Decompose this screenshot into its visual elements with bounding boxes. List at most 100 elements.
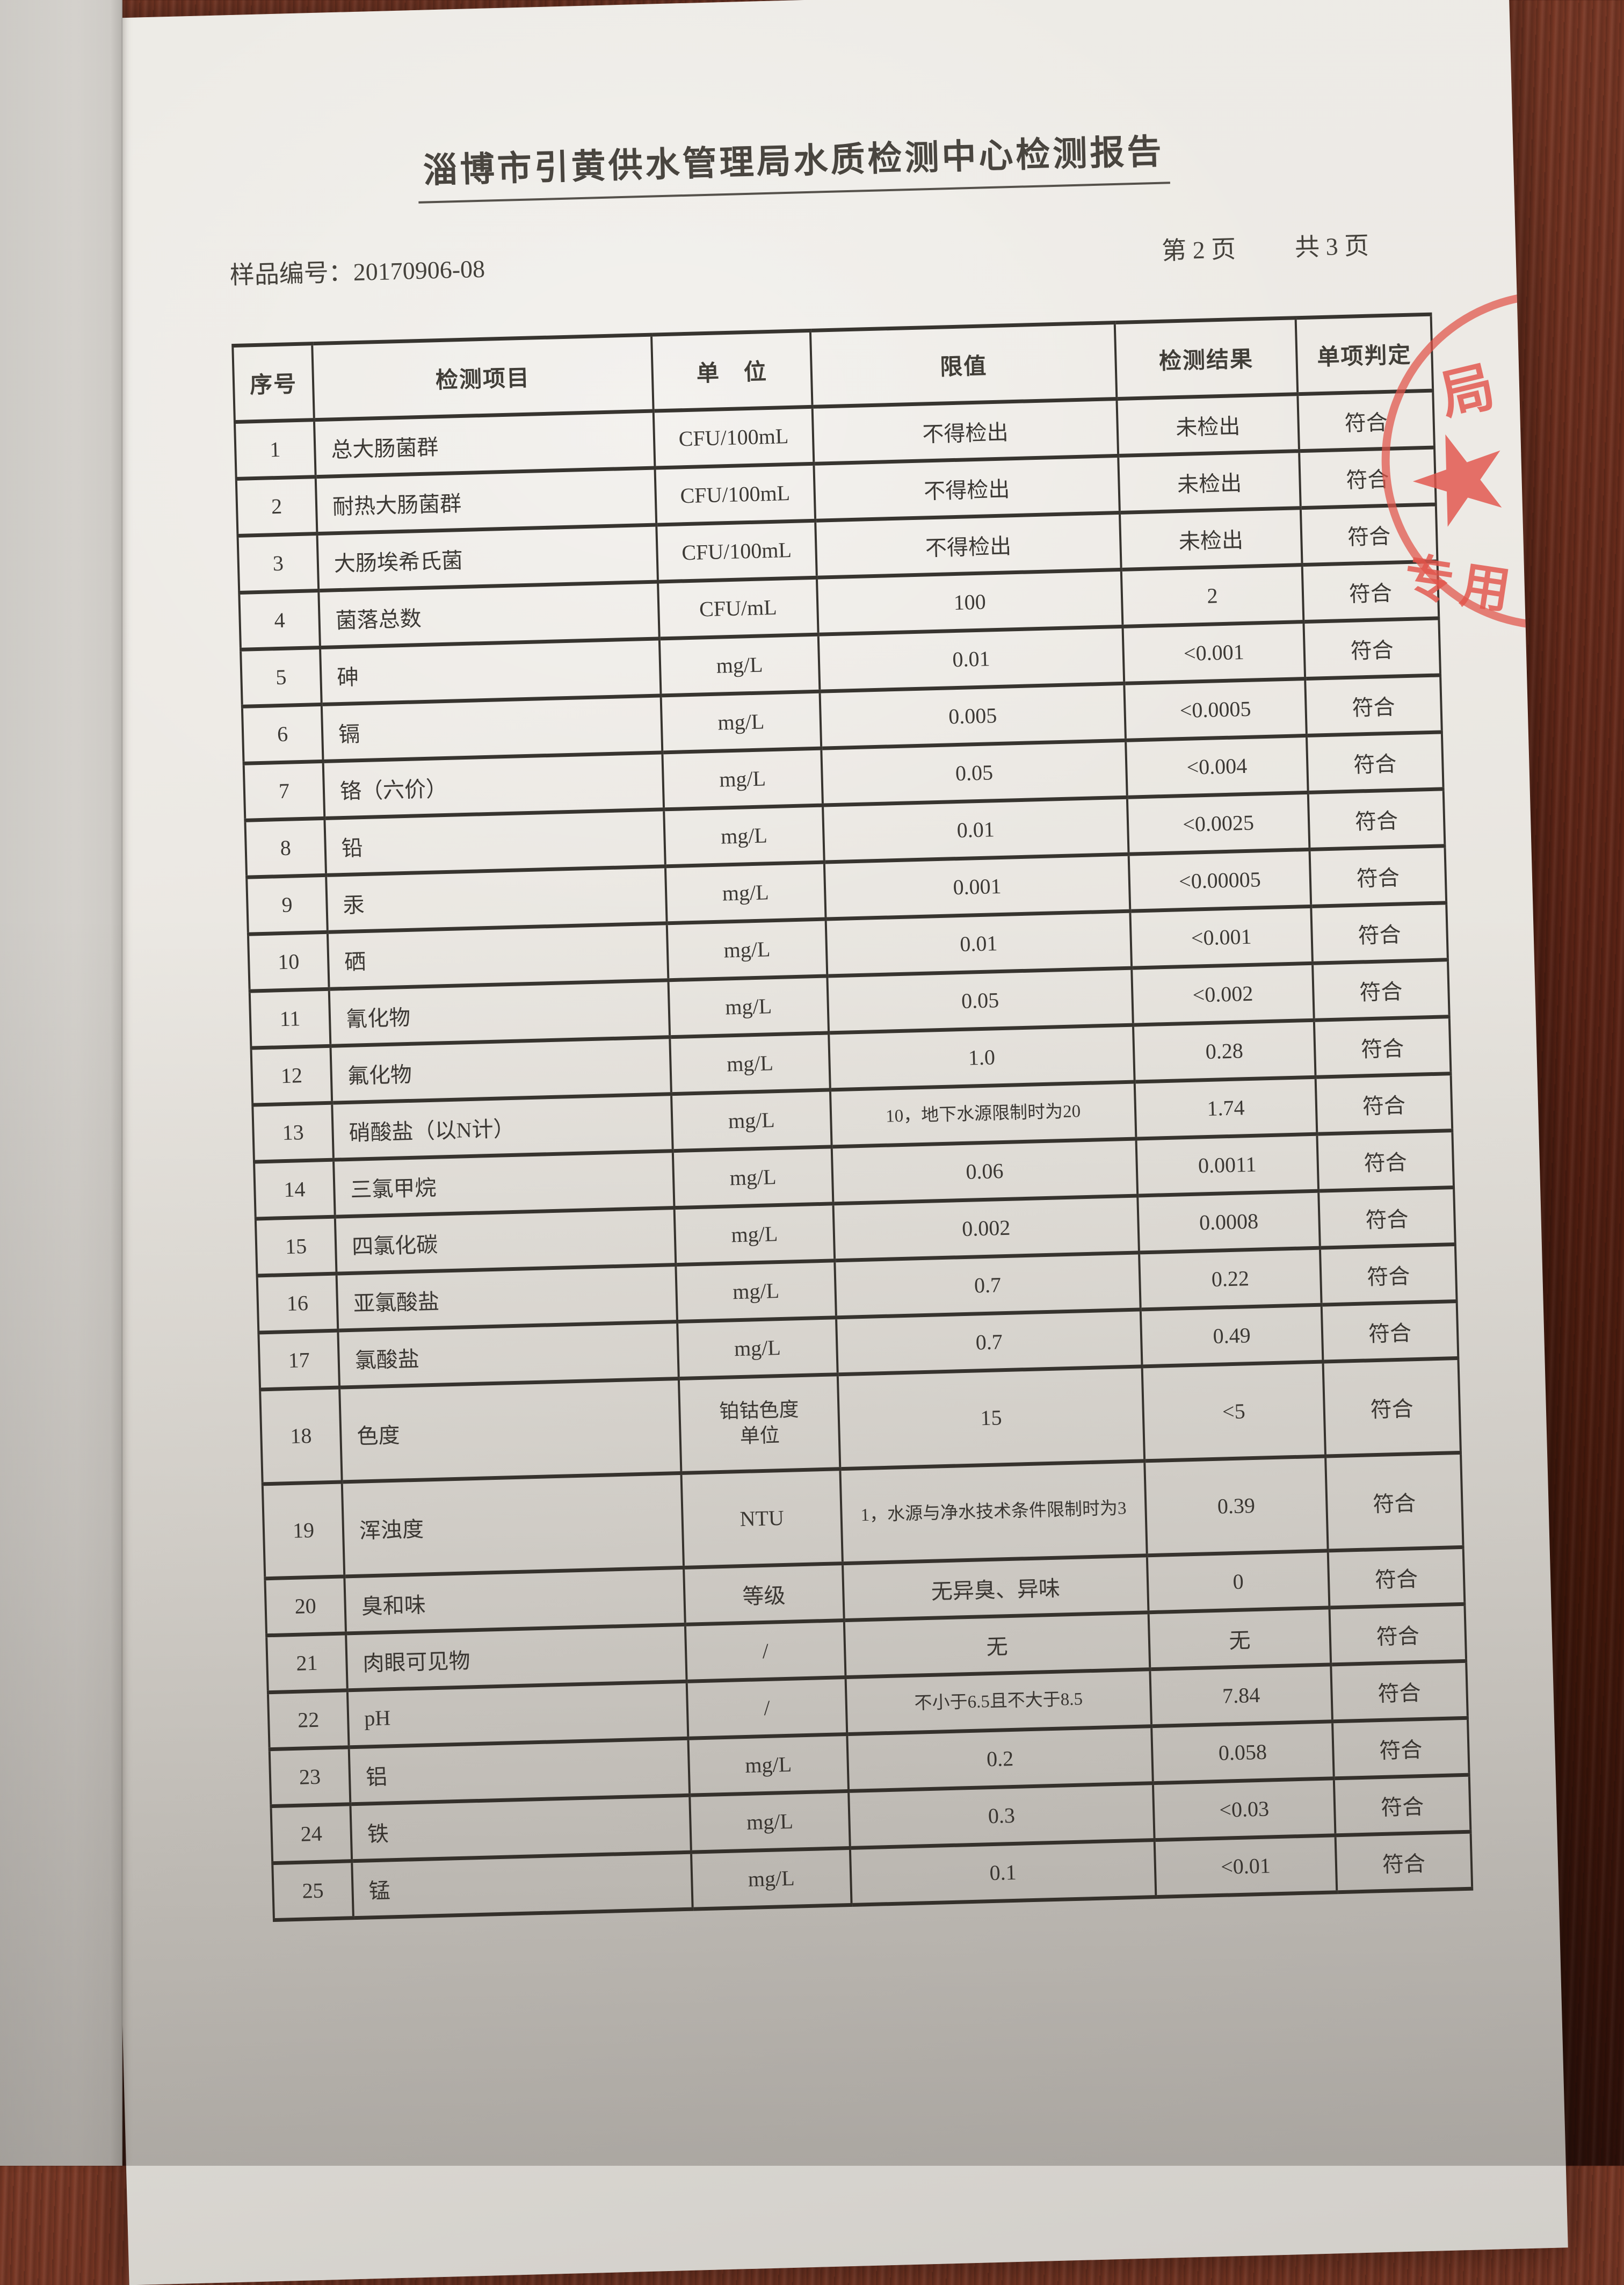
cell-r16-c5: 符合 bbox=[1320, 1244, 1457, 1305]
cell-r2-c4: 未检出 bbox=[1118, 451, 1301, 513]
cell-r12-c2: mg/L bbox=[670, 1032, 830, 1094]
unit-wrapped-text: 铂钴色度单位 bbox=[719, 1399, 800, 1448]
cell-r2-c3: 不得检出 bbox=[814, 455, 1120, 521]
page-total: 共 3 页 bbox=[1294, 232, 1369, 262]
cell-r9-c0: 9 bbox=[247, 875, 328, 935]
cell-r18-c2: 铂钴色度单位 bbox=[678, 1374, 840, 1473]
cell-r17-c4: 0.49 bbox=[1140, 1305, 1323, 1366]
cell-r16-c4: 0.22 bbox=[1139, 1248, 1322, 1310]
cell-r15-c3: 0.002 bbox=[833, 1196, 1140, 1261]
cell-r1-c4: 未检出 bbox=[1116, 394, 1300, 456]
cell-r7-c5: 符合 bbox=[1306, 732, 1444, 793]
cell-r25-c5: 符合 bbox=[1335, 1832, 1473, 1892]
cell-r3-c0: 3 bbox=[237, 533, 319, 593]
cell-r6-c1: 镉 bbox=[321, 695, 663, 762]
cell-r5-c4: <0.001 bbox=[1122, 621, 1306, 684]
cell-r10-c2: mg/L bbox=[666, 919, 828, 980]
cell-r14-c5: 符合 bbox=[1317, 1130, 1454, 1191]
cell-r20-c3: 无异臭、异味 bbox=[842, 1555, 1149, 1621]
cell-r4-c0: 4 bbox=[239, 590, 321, 650]
test-results-table: 序号 检测项目单 位限值 检测结果 单项判定 1 总大肠菌群 CFU/100mL 不得检出未… bbox=[231, 313, 1473, 1922]
report-page: 淄博市引黄供水管理局水质检测中心检测报告 样品编号：20170906-08 第 … bbox=[70, 0, 1568, 2285]
cell-r22-c0: 22 bbox=[267, 1690, 349, 1749]
cell-r25-c2: mg/L bbox=[691, 1848, 852, 1910]
cell-r22-c2: / bbox=[686, 1677, 847, 1739]
page-meta-row: 样品编号：20170906-08 第 2 页 共 3 页 bbox=[229, 225, 1429, 291]
cell-r25-c1: 锰 bbox=[352, 1852, 693, 1918]
cell-r24-c0: 24 bbox=[271, 1804, 352, 1863]
cell-r22-c5: 符合 bbox=[1331, 1661, 1468, 1722]
cell-r13-c1: 硝酸盐（以N计） bbox=[332, 1094, 673, 1160]
cell-r2-c0: 2 bbox=[236, 476, 317, 536]
cell-r19-c5: 符合 bbox=[1325, 1452, 1463, 1551]
pagination: 第 2 页 共 3 页 bbox=[1161, 226, 1369, 267]
cell-r1-c1: 总大肠菌群 bbox=[314, 411, 655, 477]
column-header-4: 检测结果 bbox=[1114, 317, 1298, 399]
cell-r10-c3: 0.01 bbox=[825, 911, 1132, 976]
cell-r13-c5: 符合 bbox=[1315, 1073, 1453, 1134]
cell-r11-c3: 0.05 bbox=[827, 968, 1133, 1033]
cell-r8-c3: 0.01 bbox=[823, 797, 1129, 863]
cell-r6-c3: 0.005 bbox=[820, 683, 1126, 749]
cell-r9-c5: 符合 bbox=[1309, 845, 1447, 907]
cell-r10-c0: 10 bbox=[248, 932, 329, 992]
cell-r21-c3: 无 bbox=[844, 1612, 1150, 1677]
cell-r21-c2: / bbox=[685, 1620, 846, 1682]
cell-r7-c3: 0.05 bbox=[821, 740, 1127, 806]
cell-r11-c1: 氰化物 bbox=[329, 980, 670, 1046]
cell-r15-c2: mg/L bbox=[674, 1203, 835, 1265]
cell-r24-c3: 0.3 bbox=[849, 1783, 1155, 1848]
cell-r18-c3: 15 bbox=[837, 1366, 1145, 1469]
cell-r23-c1: 铝 bbox=[349, 1738, 690, 1804]
stamp-star-icon: ★ bbox=[1396, 407, 1527, 551]
cell-r17-c0: 17 bbox=[258, 1330, 340, 1390]
cell-r5-c2: mg/L bbox=[659, 634, 820, 696]
cell-r8-c4: <0.0025 bbox=[1127, 792, 1310, 855]
cell-r18-c1: 色度 bbox=[339, 1378, 682, 1482]
cell-r4-c2: CFU/mL bbox=[658, 577, 818, 639]
cell-r15-c4: 0.0008 bbox=[1137, 1191, 1320, 1253]
cell-r19-c3: 1，水源与净水技术条件限制时为3 bbox=[840, 1460, 1147, 1564]
page-number: 第 2 页 bbox=[1161, 235, 1236, 265]
cell-r14-c4: 0.0011 bbox=[1136, 1134, 1319, 1196]
page-title: 淄博市引黄供水管理局水质检测中心检测报告 bbox=[74, 115, 1514, 213]
cell-r17-c1: 氯酸盐 bbox=[338, 1321, 679, 1388]
cell-r16-c1: 亚氯酸盐 bbox=[336, 1264, 678, 1331]
cell-r25-c3: 0.1 bbox=[850, 1840, 1156, 1905]
cell-r24-c5: 符合 bbox=[1333, 1775, 1471, 1835]
cell-r25-c4: <0.01 bbox=[1154, 1835, 1337, 1897]
cell-r23-c4: 0.058 bbox=[1151, 1721, 1334, 1783]
cell-r22-c1: pH bbox=[347, 1681, 688, 1747]
underlying-page-edge bbox=[0, 0, 122, 2166]
cell-r24-c1: 铁 bbox=[350, 1795, 691, 1861]
cell-r9-c3: 0.001 bbox=[824, 854, 1130, 920]
column-header-2: 单 位 bbox=[651, 330, 813, 411]
cell-r21-c0: 21 bbox=[266, 1633, 347, 1693]
cell-r6-c5: 符合 bbox=[1305, 675, 1442, 736]
cell-r19-c0: 19 bbox=[262, 1481, 345, 1579]
cell-r5-c1: 砷 bbox=[320, 638, 661, 705]
cell-r12-c5: 符合 bbox=[1314, 1016, 1451, 1078]
cell-r7-c4: <0.004 bbox=[1126, 735, 1308, 798]
cell-r21-c5: 符合 bbox=[1329, 1604, 1467, 1665]
cell-r19-c4: 0.39 bbox=[1144, 1456, 1328, 1556]
cell-r9-c2: mg/L bbox=[665, 862, 826, 923]
cell-r13-c3: 10，地下水源限制时为20 bbox=[830, 1082, 1136, 1147]
cell-r16-c3: 0.7 bbox=[835, 1252, 1141, 1318]
cell-r12-c1: 氟化物 bbox=[330, 1037, 671, 1103]
cell-r8-c2: mg/L bbox=[664, 805, 824, 866]
cell-r7-c0: 7 bbox=[243, 761, 325, 821]
cell-r25-c0: 25 bbox=[272, 1861, 353, 1920]
sample-number: 样品编号：20170906-08 bbox=[229, 255, 485, 290]
cell-r5-c5: 符合 bbox=[1303, 618, 1441, 679]
cell-r23-c3: 0.2 bbox=[847, 1726, 1153, 1791]
cell-r15-c5: 符合 bbox=[1318, 1187, 1455, 1248]
cell-r11-c5: 符合 bbox=[1313, 959, 1449, 1021]
cell-r20-c1: 臭和味 bbox=[344, 1567, 685, 1633]
cell-r22-c4: 7.84 bbox=[1150, 1664, 1332, 1726]
cell-r10-c5: 符合 bbox=[1311, 902, 1448, 964]
column-header-3: 限值 bbox=[810, 322, 1117, 407]
cell-r4-c3: 100 bbox=[816, 569, 1123, 635]
cell-r20-c4: 0 bbox=[1147, 1550, 1330, 1612]
